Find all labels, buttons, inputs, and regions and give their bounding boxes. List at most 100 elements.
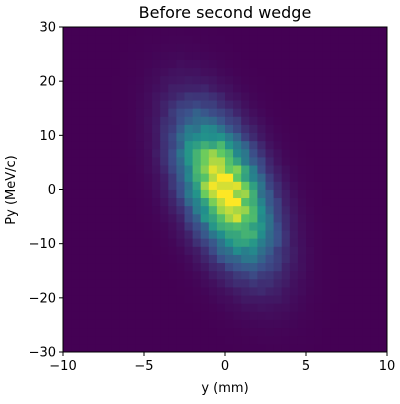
heatmap-cell xyxy=(111,327,121,337)
heatmap-cell xyxy=(362,173,372,182)
heatmap-cell xyxy=(330,140,339,150)
heatmap-cell xyxy=(176,132,185,142)
heatmap-cell xyxy=(289,181,299,190)
heatmap-cell xyxy=(192,246,202,255)
heatmap-cell xyxy=(168,213,177,223)
heatmap-cell xyxy=(111,157,121,166)
heatmap-cell xyxy=(63,311,72,320)
heatmap-cell xyxy=(249,59,258,69)
heatmap-cell xyxy=(152,116,161,125)
heatmap-cell xyxy=(184,189,193,199)
heatmap-cell xyxy=(273,116,283,125)
heatmap-cell xyxy=(257,295,266,304)
heatmap-cell xyxy=(208,43,218,52)
heatmap-cell xyxy=(257,75,266,85)
heatmap-cell xyxy=(249,51,258,60)
heatmap-cell xyxy=(257,246,266,255)
heatmap-cell xyxy=(87,59,96,69)
heatmap-cell xyxy=(370,148,380,158)
heatmap-cell xyxy=(273,124,283,134)
heatmap-cell xyxy=(370,254,380,264)
heatmap-cell xyxy=(281,189,291,199)
heatmap-cell xyxy=(289,287,299,296)
heatmap-cell xyxy=(184,173,193,182)
heatmap-cell xyxy=(281,27,291,36)
heatmap-cell xyxy=(152,278,161,288)
heatmap-cell xyxy=(249,246,258,255)
heatmap-cell xyxy=(119,319,129,329)
heatmap-cell xyxy=(289,246,299,255)
heatmap-cell xyxy=(306,51,315,60)
heatmap-cell xyxy=(192,319,202,329)
heatmap-cell xyxy=(289,148,299,158)
heatmap-cell xyxy=(160,327,169,337)
heatmap-cell xyxy=(63,165,72,174)
heatmap-cell xyxy=(135,254,145,264)
heatmap-cell xyxy=(192,278,202,288)
heatmap-cell xyxy=(241,124,250,134)
heatmap-cell xyxy=(144,303,153,312)
heatmap-cell xyxy=(257,335,266,345)
heatmap-cell xyxy=(338,140,347,150)
heatmap-cell xyxy=(127,287,137,296)
heatmap-cell xyxy=(354,173,364,182)
heatmap-cell xyxy=(63,246,72,255)
heatmap-cell xyxy=(79,343,88,353)
heatmap-cell xyxy=(330,59,339,69)
heatmap-cell xyxy=(314,67,323,77)
heatmap-cell xyxy=(249,116,258,125)
heatmap-cell xyxy=(79,213,88,223)
heatmap-cell xyxy=(87,262,96,272)
heatmap-cell xyxy=(281,278,291,288)
heatmap-cell xyxy=(346,92,355,101)
heatmap-cell xyxy=(216,278,226,288)
heatmap-cell xyxy=(119,230,129,239)
heatmap-cell xyxy=(322,67,331,77)
heatmap-cell xyxy=(249,148,258,158)
heatmap-cell xyxy=(265,27,274,36)
heatmap-cell xyxy=(225,173,234,182)
heatmap-cell xyxy=(168,238,177,247)
heatmap-cell xyxy=(362,43,372,52)
heatmap-cell xyxy=(119,124,129,134)
heatmap-cell xyxy=(281,197,291,207)
heatmap-cell xyxy=(265,197,274,207)
heatmap-cell xyxy=(216,197,226,207)
heatmap-cells xyxy=(63,27,388,353)
heatmap-cell xyxy=(330,343,339,353)
heatmap-cell xyxy=(95,35,104,44)
heatmap-cell xyxy=(281,262,291,272)
heatmap-cell xyxy=(354,189,364,199)
heatmap-cell xyxy=(216,132,226,142)
heatmap-cell xyxy=(103,181,112,190)
heatmap-cell xyxy=(152,303,161,312)
heatmap-cell xyxy=(306,75,315,85)
heatmap-cell xyxy=(265,92,274,101)
heatmap-cell xyxy=(370,75,380,85)
heatmap-cell xyxy=(370,83,380,93)
heatmap-cell xyxy=(111,27,121,36)
heatmap-cell xyxy=(216,108,226,117)
heatmap-cell xyxy=(306,100,315,109)
heatmap-cell xyxy=(370,311,380,320)
heatmap-cell xyxy=(289,197,299,207)
heatmap-cell xyxy=(370,124,380,134)
heatmap-cell xyxy=(314,197,323,207)
heatmap-cell xyxy=(168,189,177,199)
heatmap-cell xyxy=(233,213,242,223)
heatmap-cell xyxy=(79,100,88,109)
heatmap-cell xyxy=(184,262,193,272)
heatmap-cell xyxy=(95,278,104,288)
heatmap-cell xyxy=(71,83,80,93)
heatmap-cell xyxy=(168,132,177,142)
heatmap-cell xyxy=(354,230,364,239)
heatmap-cell xyxy=(144,327,153,337)
heatmap-cell xyxy=(200,51,210,60)
heatmap-cell xyxy=(119,67,129,77)
heatmap-cell xyxy=(192,173,202,182)
heatmap-cell xyxy=(192,83,202,93)
heatmap-cell xyxy=(346,327,355,337)
heatmap-cell xyxy=(273,213,283,223)
heatmap-cell xyxy=(241,262,250,272)
heatmap-cell xyxy=(95,92,104,101)
